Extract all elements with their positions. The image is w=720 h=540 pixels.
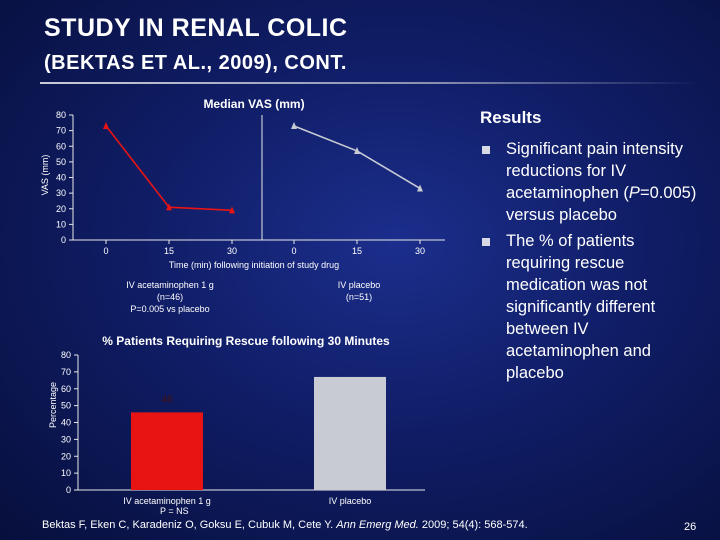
bullet-square-icon — [482, 146, 490, 154]
bullet-square-icon — [482, 238, 490, 246]
citation-journal: Ann Emerg Med. — [336, 519, 419, 531]
line-chart-title: Median VAS (mm) — [203, 97, 304, 111]
line-chart-y-tick-label: 0 — [61, 235, 66, 245]
line-chart-x-tick-label: 15 — [164, 246, 174, 256]
line-chart-x-ticks: 0 15 30 0 15 30 — [103, 240, 425, 256]
slide-title: STUDY IN RENAL COLIC — [44, 14, 348, 42]
bar-chart-y-tick-label: 10 — [61, 468, 71, 478]
slide-subtitle: (BEKTAS ET AL., 2009), CONT. — [44, 52, 347, 74]
line-chart-y-tick-label: 40 — [56, 173, 66, 183]
bullet-text: =0.005) versus placebo — [506, 184, 697, 224]
bar-chart-y-tick-label: 60 — [61, 384, 71, 394]
results-bullets: Significant pain intensity reductions fo… — [480, 138, 700, 388]
results-heading: Results — [480, 108, 542, 127]
data-point-acetaminophen — [229, 206, 235, 214]
citation: Bektas F, Eken C, Karadeniz O, Goksu E, … — [42, 519, 528, 531]
line-chart-y-tick-label: 30 — [56, 188, 66, 198]
bar-chart-y-tick-label: 0 — [66, 485, 71, 495]
line-chart-series — [103, 121, 423, 214]
line-chart-y-tick-label: 50 — [56, 157, 66, 167]
data-point-placebo — [291, 121, 297, 129]
citation-authors: Bektas F, Eken C, Karadeniz O, Goksu E, … — [42, 519, 337, 531]
bar-chart-annotation: P = NS — [160, 506, 189, 516]
placebo-group-n: (n=51) — [346, 292, 372, 302]
acetaminophen-group-label: IV acetaminophen 1 g — [126, 280, 214, 290]
bar-chart-y-axis-label: Percentage — [48, 382, 58, 428]
results-bullet: The % of patients requiring rescue medic… — [480, 230, 700, 384]
series-line-placebo — [293, 125, 421, 190]
line-chart-x-tick-label: 30 — [415, 246, 425, 256]
line-chart-x-tick-label: 0 — [291, 246, 296, 256]
bar-chart-y-tick-label: 40 — [61, 418, 71, 428]
line-chart-y-ticks: 0 10 20 30 40 50 60 70 80 — [56, 110, 73, 245]
citation-details: 2009; 54(4): 568-574. — [418, 519, 528, 531]
line-chart-y-axis-label: VAS (mm) — [40, 155, 50, 196]
bullet-text: P — [628, 184, 640, 202]
line-chart-x-tick-label: 0 — [103, 246, 108, 256]
vas-line-chart: Median VAS (mm) VAS (mm) 0 10 20 30 40 50 60 70… — [40, 97, 445, 314]
line-chart-y-tick-label: 10 — [56, 219, 66, 229]
bar-placebo — [314, 376, 386, 490]
bullet-text: Significant pain intensity reductions fo… — [506, 140, 684, 202]
page-number: 26 — [684, 521, 697, 533]
bar-chart-y-tick-label: 50 — [61, 401, 71, 411]
line-chart-y-tick-label: 70 — [56, 126, 66, 136]
acetaminophen-group-pvalue: P=0.005 vs placebo — [130, 304, 209, 314]
bar-chart-y-tick-label: 20 — [61, 451, 71, 461]
series-line-acetaminophen — [105, 125, 233, 212]
bar-chart-category-label: IV acetaminophen 1 g — [123, 496, 211, 506]
bar-chart-y-tick-label: 80 — [61, 350, 71, 360]
rescue-bar-chart: % Patients Requiring Rescue following 30… — [48, 334, 425, 516]
bar-acetaminophen — [131, 412, 203, 490]
placebo-group-label: IV placebo — [338, 280, 381, 290]
bar-chart-title: % Patients Requiring Rescue following 30… — [102, 334, 390, 348]
bullet-text: The % of patients requiring rescue medic… — [506, 232, 656, 382]
bar-data-label: 46 — [161, 394, 173, 405]
bar-chart-bars: IV acetaminophen 1 g 46 IV placebo — [123, 376, 386, 506]
bar-chart-y-tick-label: 70 — [61, 367, 71, 377]
acetaminophen-group-n: (n=46) — [157, 292, 183, 302]
title-divider — [40, 82, 700, 84]
data-point-placebo — [354, 146, 360, 154]
data-point-placebo — [417, 184, 423, 192]
results-bullet: Significant pain intensity reductions fo… — [480, 138, 700, 226]
line-chart-y-tick-label: 20 — [56, 204, 66, 214]
bar-chart-category-label: IV placebo — [329, 496, 372, 506]
bar-chart-y-tick-label: 30 — [61, 434, 71, 444]
line-chart-y-tick-label: 80 — [56, 110, 66, 120]
bar-chart-y-ticks: 0 10 20 30 40 50 60 70 80 — [61, 350, 78, 495]
data-point-acetaminophen — [103, 121, 109, 129]
line-chart-y-tick-label: 60 — [56, 141, 66, 151]
line-chart-x-axis-label: Time (min) following initiation of study… — [169, 260, 339, 270]
line-chart-x-tick-label: 15 — [352, 246, 362, 256]
line-chart-x-tick-label: 30 — [227, 246, 237, 256]
data-point-acetaminophen — [166, 203, 172, 211]
